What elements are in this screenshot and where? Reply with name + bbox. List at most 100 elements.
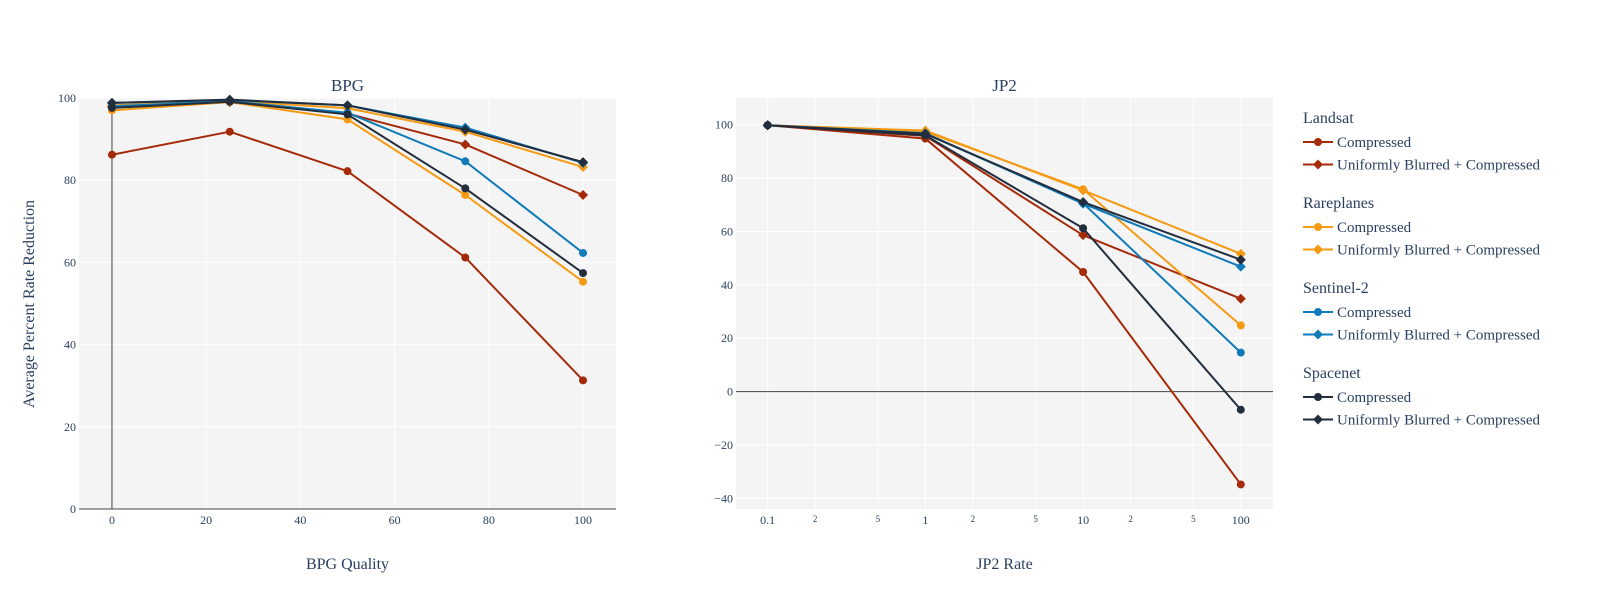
legend-entry-label: Compressed [1337,220,1412,236]
legend: Landsat Compressed Uniformly Blurred + Com… [1303,110,1541,429]
panel-title: BPG [331,76,364,95]
plot-background [79,98,616,509]
legend-swatch-marker [1313,329,1323,340]
data-point [106,97,117,108]
y-tick-label: 0 [727,385,733,399]
x-tick-label: 100 [574,513,592,527]
x-tick-label: 1 [922,513,928,527]
legend-entry-label: Compressed [1337,135,1412,151]
data-point [107,150,116,159]
legend-entry-label: Uniformly Blurred + Compressed [1337,158,1541,174]
data-point [579,277,588,286]
data-point [1236,405,1245,414]
legend-swatch-marker [1313,159,1323,170]
data-point [579,269,588,278]
x-tick-label: 100 [1232,513,1250,527]
legend-swatch-marker [1314,393,1322,401]
data-point [1235,293,1246,304]
data-point [578,157,589,168]
y-axis-title: Average Percent Rate Reduction [21,200,38,408]
data-point [461,184,470,193]
data-point [1079,224,1088,233]
data-point [1078,197,1089,208]
x-minor-tick-label: 5 [876,514,881,524]
x-tick-label: 0.1 [760,513,775,527]
x-minor-tick-label: 5 [1191,514,1196,524]
series-landsat-circle [107,127,588,385]
data-point [343,110,352,119]
y-tick-label: 20 [721,331,733,345]
legend-swatch-marker [1314,308,1322,316]
legend-group-title: Landsat [1303,110,1354,127]
data-point [461,253,470,262]
legend-swatch-marker [1314,223,1322,231]
y-tick-label: 0 [70,502,76,516]
data-point [460,124,471,135]
x-tick-label: 20 [200,513,212,527]
legend-entry-label: Uniformly Blurred + Compressed [1337,243,1541,259]
data-point [920,128,931,139]
x-tick-label: 40 [294,513,306,527]
y-tick-label: 60 [721,224,733,238]
y-tick-label: 40 [721,278,733,292]
legend-swatch-marker [1313,244,1323,255]
data-point [225,127,234,136]
x-tick-label: 0 [109,513,115,527]
data-point [1235,248,1246,259]
data-point [579,248,588,257]
y-tick-label: 40 [64,338,76,352]
x-tick-label: 60 [389,513,401,527]
data-point [1079,268,1088,277]
data-point [461,157,470,166]
y-tick-label: −20 [714,438,733,452]
data-point [762,120,773,131]
x-tick-label: 10 [1077,513,1089,527]
data-point [1236,348,1245,357]
series-spacenet-diamond [762,120,1246,265]
data-point [342,100,353,111]
legend-entry-label: Compressed [1337,305,1412,321]
x-tick-label: 80 [483,513,495,527]
legend-swatch-marker [1313,414,1323,425]
data-point [1235,261,1246,272]
data-point [1235,254,1246,265]
y-tick-label: 100 [715,118,733,132]
x-minor-tick-label: 2 [971,514,976,524]
legend-entry-label: Compressed [1337,390,1412,406]
data-point [1078,185,1089,196]
x-axis-title: BPG Quality [306,556,389,573]
chart-panel-bpg: 0 20 40 60 80 100 0 20 40 60 80 100 BPG BPG Quality [58,76,616,573]
legend-entry-label: Uniformly Blurred + Compressed [1337,328,1541,344]
series-line [767,124,1242,486]
data-point [579,376,588,385]
y-tick-label: 100 [58,91,76,105]
y-tick-label: 20 [64,420,76,434]
legend-swatch-marker [1314,138,1322,146]
x-minor-tick-label: 2 [1128,514,1133,524]
legend-group-title: Sentinel-2 [1303,280,1369,297]
data-point [224,94,235,105]
data-point [1078,230,1089,241]
legend-group-title: Spacenet [1303,365,1361,382]
data-point [1236,321,1245,330]
y-tick-label: 80 [721,171,733,185]
data-point [461,190,470,199]
series-spacenet-diamond [106,94,589,168]
x-minor-tick-label: 2 [813,514,818,524]
x-axis-title: JP2 Rate [976,556,1032,573]
legend-group-title: Rareplanes [1303,195,1374,212]
x-minor-tick-label: 5 [1033,514,1038,524]
y-tick-label: 60 [64,255,76,269]
data-point [578,189,589,200]
data-point [460,139,471,150]
data-point [343,167,352,176]
data-point [1236,480,1245,489]
series-line [767,124,1242,255]
series-line [767,124,1242,261]
legend-entry-label: Uniformly Blurred + Compressed [1337,413,1541,429]
plot-background [736,98,1273,509]
panel-title: JP2 [992,76,1017,95]
chart-panel-jp2: 0.1 1 10 100 2 5 2 5 2 5 −40 −20 0 20 40 60 80 100 JP2 JP2 … [714,76,1273,573]
